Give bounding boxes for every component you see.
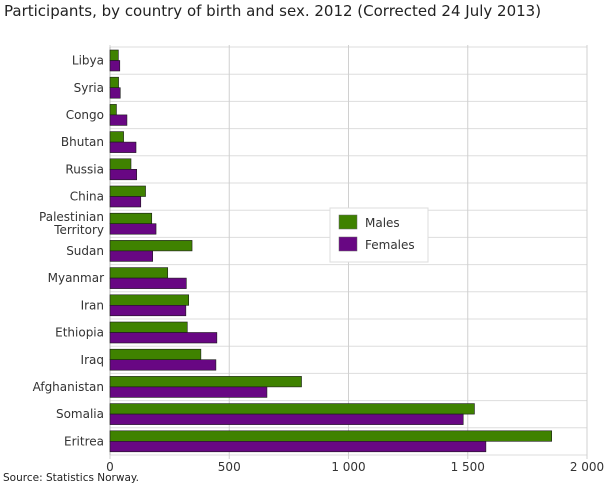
category-label: Syria: [74, 81, 104, 95]
bar-males: [109, 185, 146, 197]
category-label: Palestinian: [39, 210, 104, 224]
category-label: Iran: [81, 298, 104, 312]
category-label: Somalia: [56, 407, 104, 421]
bar-females: [109, 114, 128, 126]
bar-males: [109, 49, 119, 61]
bar-males: [109, 348, 202, 361]
bar-females: [109, 359, 217, 371]
category-label: Territory: [53, 223, 104, 237]
x-tick-label: 0: [106, 460, 114, 474]
bar-males: [109, 376, 302, 388]
x-tick-label: 500: [218, 460, 241, 474]
bar-males: [109, 294, 190, 306]
bar-females: [109, 169, 138, 181]
category-label: Ethiopia: [55, 326, 104, 340]
x-tick-label: 1 000: [331, 460, 365, 474]
bar-females: [109, 386, 268, 398]
category-label: Congo: [66, 108, 104, 122]
chart-title: Participants, by country of birth and se…: [4, 2, 542, 20]
bar-females: [109, 440, 487, 453]
legend-label-females: Females: [365, 238, 415, 252]
category-label: China: [70, 190, 104, 204]
legend-swatch-males: [338, 214, 358, 230]
legend-label-males: Males: [365, 216, 400, 230]
category-label: Russia: [65, 162, 104, 176]
bar-males: [109, 104, 117, 116]
source-note: Source: Statistics Norway.: [3, 472, 139, 484]
category-label: Afghanistan: [33, 380, 104, 394]
bar-females: [109, 277, 187, 289]
bar-males: [109, 158, 132, 170]
bar-males: [109, 212, 153, 224]
bar-females: [109, 332, 218, 344]
bar-females: [109, 413, 464, 425]
category-label: Iraq: [81, 353, 104, 367]
category-label: Libya: [72, 54, 104, 68]
category-label: Bhutan: [61, 135, 104, 149]
legend-swatch-females: [338, 236, 358, 252]
bar-males: [109, 267, 169, 279]
category-label: Myanmar: [48, 271, 104, 285]
bar-males: [109, 131, 124, 143]
bar-females: [109, 304, 187, 317]
x-tick-label: 1 500: [451, 460, 485, 474]
bar-females: [109, 141, 137, 153]
bar-males: [109, 403, 475, 415]
bar-females: [109, 196, 142, 208]
bar-males: [109, 76, 119, 88]
bar-males: [109, 240, 193, 252]
x-tick-label: 2 000: [570, 460, 604, 474]
bar-females: [109, 60, 121, 72]
bar-females: [109, 223, 157, 235]
category-label: Eritrea: [64, 434, 104, 448]
bar-females: [109, 250, 153, 262]
bar-males: [109, 321, 188, 333]
category-label: Sudan: [66, 244, 104, 258]
bar-males: [109, 430, 553, 442]
bar-females: [109, 87, 121, 99]
